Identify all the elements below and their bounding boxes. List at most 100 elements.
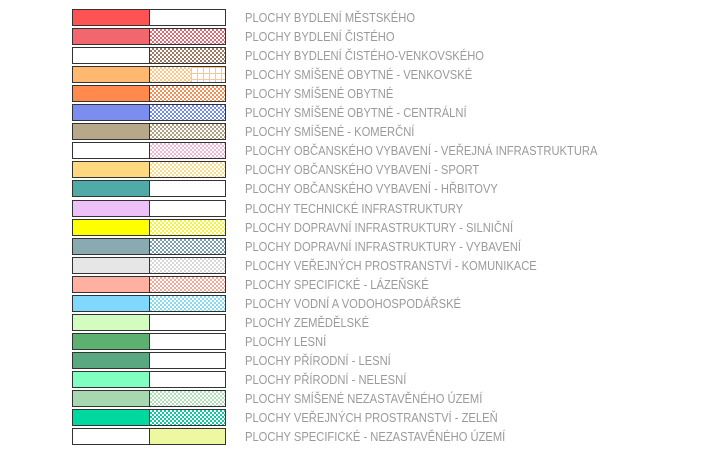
swatch-pattern [150,314,225,330]
legend-swatch [72,409,226,427]
legend-label: PLOCHY OBČANSKÉHO VYBAVENÍ - VEŘEJNÁ INF… [245,143,598,159]
legend-item: PLOCHY SMÍŠENÉ - KOMERČNÍ [72,123,672,141]
swatch-fill [73,10,150,25]
legend-item: PLOCHY OBČANSKÉHO VYBAVENÍ - SPORT [72,161,672,179]
swatch-pattern [150,219,225,235]
legend-item: PLOCHY PŘÍRODNÍ - NELESNÍ [72,370,672,388]
legend-swatch [72,85,226,103]
legend-label: PLOCHY OBČANSKÉHO VYBAVENÍ - SPORT [245,162,480,178]
legend-label: PLOCHY SMÍŠENÉ OBYTNÉ - CENTRÁLNÍ [245,105,467,121]
legend-label: PLOCHY PŘÍRODNÍ - LESNÍ [245,352,391,368]
legend-label: PLOCHY SMÍŠENÉ - KOMERČNÍ [245,124,415,140]
legend-item: PLOCHY VEŘEJNÝCH PROSTRANSTVÍ - ZELEŇ [72,409,672,427]
swatch-pattern [150,86,225,102]
swatch-pattern [150,124,225,140]
swatch-fill [73,86,150,102]
legend-label: PLOCHY BYDLENÍ ČISTÉHO-VENKOVSKÉHO [245,48,484,64]
legend-swatch [72,199,226,217]
swatch-fill [73,333,150,349]
legend-label: PLOCHY TECHNICKÉ INFRASTRUKTURY [245,200,464,216]
legend-swatch [72,390,226,407]
swatch-fill [73,314,150,330]
legend-item: PLOCHY VODNÍ A VODOHOSPODÁŘSKÉ [72,294,672,312]
swatch-pattern [150,295,225,311]
legend-label: PLOCHY DOPRAVNÍ INFRASTRUKTURY - VYBAVEN… [245,238,522,254]
swatch-pattern [150,48,225,64]
legend-item: PLOCHY OBČANSKÉHO VYBAVENÍ - HŘBITOVY [72,180,672,198]
legend-label: PLOCHY ZEMĚDĚLSKÉ [245,314,370,330]
legend-swatch [72,180,226,198]
legend-swatch [72,161,226,179]
legend-swatch [72,370,226,388]
legend-swatch [72,294,226,312]
legend-item: PLOCHY SMÍŠENÉ OBYTNÉ [72,85,672,103]
swatch-pattern [150,429,225,445]
legend-swatch [72,256,226,274]
legend-item: PLOCHY LESNÍ [72,332,672,350]
legend-swatch [72,351,226,369]
swatch-fill [73,162,150,178]
swatch-fill [73,143,150,159]
legend-label: PLOCHY BYDLENÍ ČISTÉHO [245,29,395,45]
swatch-fill [73,391,150,406]
swatch-pattern [150,200,225,216]
legend-label: PLOCHY BYDLENÍ MĚSTSKÉHO [245,10,416,25]
legend-item: PLOCHY SPECIFICKÉ - LÁZEŇSKÉ [72,275,672,293]
swatch-fill [73,48,150,64]
legend-item: PLOCHY BYDLENÍ ČISTÉHO [72,28,672,46]
legend-item: PLOCHY TECHNICKÉ INFRASTRUKTURY [72,199,672,217]
legend-swatch [72,332,226,350]
swatch-fill [73,105,150,121]
swatch-fill [73,410,150,426]
swatch-pattern [150,181,225,197]
legend-swatch [72,237,226,255]
legend-item: PLOCHY BYDLENÍ MĚSTSKÉHO [72,9,672,26]
legend-item: PLOCHY PŘÍRODNÍ - LESNÍ [72,351,672,369]
legend-swatch [72,218,226,236]
swatch-fill [73,295,150,311]
legend-swatch [72,123,226,141]
legend-label: PLOCHY PŘÍRODNÍ - NELESNÍ [245,371,407,387]
swatch-pattern [150,162,225,178]
swatch-pattern [150,391,225,406]
legend-label: PLOCHY VEŘEJNÝCH PROSTRANSTVÍ - KOMUNIKA… [245,257,537,273]
legend-item: PLOCHY SMÍŠENÉ OBYTNÉ - VENKOVSKÉ [72,66,672,84]
swatch-fill [73,124,150,140]
swatch-fill [73,200,150,216]
swatch-fill [73,219,150,235]
legend-label: PLOCHY VEŘEJNÝCH PROSTRANSTVÍ - ZELEŇ [245,410,498,426]
legend-label: PLOCHY LESNÍ [245,333,327,349]
legend-swatch [72,66,226,84]
swatch-fill [73,238,150,254]
swatch-pattern [150,410,225,426]
legend-swatch [72,104,226,122]
swatch-fill [73,181,150,197]
legend-swatch [72,142,226,160]
swatch-pattern [150,276,225,292]
legend-label: PLOCHY SMÍŠENÉ OBYTNÉ [245,86,394,102]
legend-label: PLOCHY SPECIFICKÉ - LÁZEŇSKÉ [245,276,429,292]
legend-item: PLOCHY SMÍŠENÉ NEZASTAVĚNÉHO ÚZEMÍ [72,390,672,407]
legend-item: PLOCHY OBČANSKÉHO VYBAVENÍ - VEŘEJNÁ INF… [72,142,672,160]
swatch-fill [73,29,150,45]
swatch-pattern [150,143,225,159]
swatch-pattern [150,105,225,121]
legend-label: PLOCHY SMÍŠENÉ NEZASTAVĚNÉHO ÚZEMÍ [245,391,483,406]
legend-label: PLOCHY VODNÍ A VODOHOSPODÁŘSKÉ [245,295,462,311]
swatch-pattern [150,257,225,273]
legend-item: PLOCHY DOPRAVNÍ INFRASTRUKTURY - VYBAVEN… [72,237,672,255]
legend-swatch [72,47,226,65]
legend-swatch [72,28,226,46]
legend-swatch [72,428,226,446]
legend-swatch [72,275,226,293]
swatch-pattern [150,333,225,349]
legend-item: PLOCHY SMÍŠENÉ OBYTNÉ - CENTRÁLNÍ [72,104,672,122]
legend-item: PLOCHY SPECIFICKÉ - NEZASTAVĚNÉHO ÚZEMÍ [72,428,672,446]
swatch-fill [73,276,150,292]
legend-swatch [72,313,226,331]
legend-item: PLOCHY DOPRAVNÍ INFRASTRUKTURY - SILNIČN… [72,218,672,236]
legend-label: PLOCHY SPECIFICKÉ - NEZASTAVĚNÉHO ÚZEMÍ [245,429,506,445]
legend-label: PLOCHY SMÍŠENÉ OBYTNÉ - VENKOVSKÉ [245,67,473,83]
swatch-pattern [150,352,225,368]
swatch-pattern [150,67,225,83]
